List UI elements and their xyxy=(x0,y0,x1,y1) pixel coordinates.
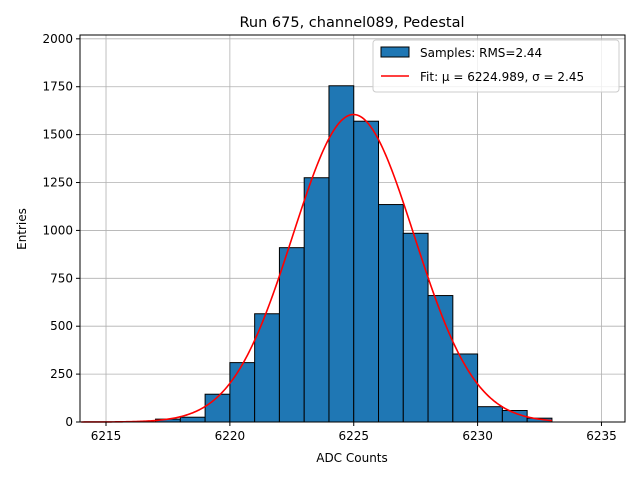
histogram-bar xyxy=(179,416,206,423)
x-tick-label: 6225 xyxy=(338,429,369,443)
y-tick-label: 1750 xyxy=(42,80,73,94)
y-tick-label: 2000 xyxy=(42,32,73,46)
fit-curve xyxy=(81,113,552,423)
y-tick-label: 1250 xyxy=(42,176,73,190)
x-tick-label: 6220 xyxy=(215,429,246,443)
y-axis-ticks: 0 250 500 750 1000 1250 1500 1750 2000 xyxy=(42,32,80,429)
histogram-bar xyxy=(303,177,330,423)
x-tick-label: 6235 xyxy=(586,429,617,443)
histogram-bar xyxy=(204,393,231,423)
histogram-bar xyxy=(427,295,454,423)
histogram-bar xyxy=(402,232,429,423)
plot-frame xyxy=(79,34,626,423)
y-tick-label: 1500 xyxy=(42,128,73,142)
x-axis-ticks: 6215 6220 6225 6230 6235 xyxy=(91,422,617,443)
y-tick-label: 0 xyxy=(65,415,73,429)
legend-label-histogram: Samples: RMS=2.44 xyxy=(420,46,542,60)
x-axis-label: ADC Counts xyxy=(316,451,388,465)
legend-label-fit: Fit: μ = 6224.989, σ = 2.45 xyxy=(420,70,584,84)
histogram-bars xyxy=(155,85,553,423)
legend-box xyxy=(372,39,620,93)
y-tick-label: 250 xyxy=(50,367,73,381)
y-tick-label: 500 xyxy=(50,319,73,333)
y-tick-label: 1000 xyxy=(42,223,73,237)
x-tick-label: 6230 xyxy=(462,429,493,443)
histogram-bar xyxy=(378,204,404,423)
histogram-bar xyxy=(278,247,305,423)
histogram-bar xyxy=(353,120,380,423)
legend: Samples: RMS=2.44 Fit: μ = 6224.989, σ =… xyxy=(372,39,620,93)
legend-swatch-histogram xyxy=(380,46,410,58)
y-tick-label: 750 xyxy=(50,271,73,285)
x-tick-label: 6215 xyxy=(91,429,122,443)
chart-title: Run 675, channel089, Pedestal xyxy=(239,15,464,31)
histogram-bar xyxy=(328,85,355,423)
histogram-bar xyxy=(229,362,256,423)
y-axis-label: Entries xyxy=(15,208,29,250)
histogram-bar xyxy=(477,406,503,423)
